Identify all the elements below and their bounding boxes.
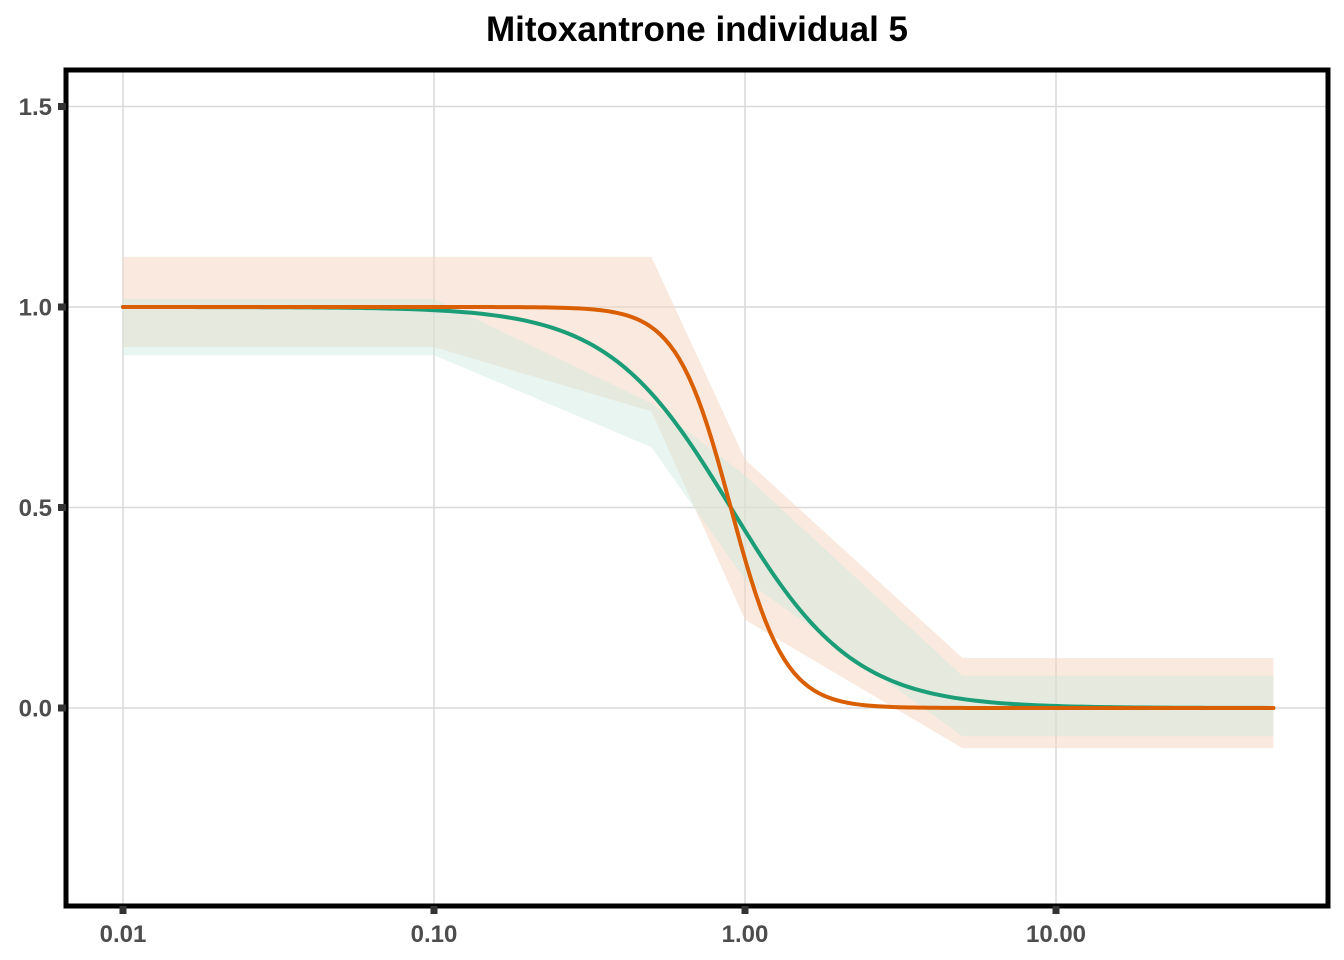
x-tick-mark (430, 906, 438, 914)
y-tick-mark (58, 504, 66, 511)
orange-band (123, 256, 1274, 749)
series-lines (121, 305, 1276, 710)
y-tick-label: 0.0 (19, 696, 52, 723)
y-tick-mark (58, 704, 66, 712)
x-tick-label: 0.01 (100, 921, 147, 948)
axis-ticks: 0.01 0.10 1.00 10.00 0.0 0.5 1.0 1.5 (19, 94, 1086, 948)
plot-border (63, 67, 1331, 909)
x-tick-mark (119, 906, 127, 914)
x-tick-mark (1052, 906, 1060, 914)
y-tick-label: 1.5 (19, 94, 52, 121)
x-tick-mark (741, 906, 749, 914)
y-tick-mark (58, 303, 66, 311)
x-tick-label: 0.10 (411, 921, 458, 948)
chart-title: Mitoxantrone individual 5 (486, 10, 908, 49)
x-tick-label: 1.00 (722, 921, 769, 948)
y-tick-label: 1.0 (19, 295, 52, 322)
teal-band (123, 299, 1274, 737)
x-tick-label: 10.00 (1026, 921, 1086, 948)
y-tick-mark (58, 103, 66, 110)
orange-curve (121, 305, 1276, 710)
y-tick-label: 0.5 (19, 495, 52, 522)
confidence-bands (123, 256, 1274, 749)
